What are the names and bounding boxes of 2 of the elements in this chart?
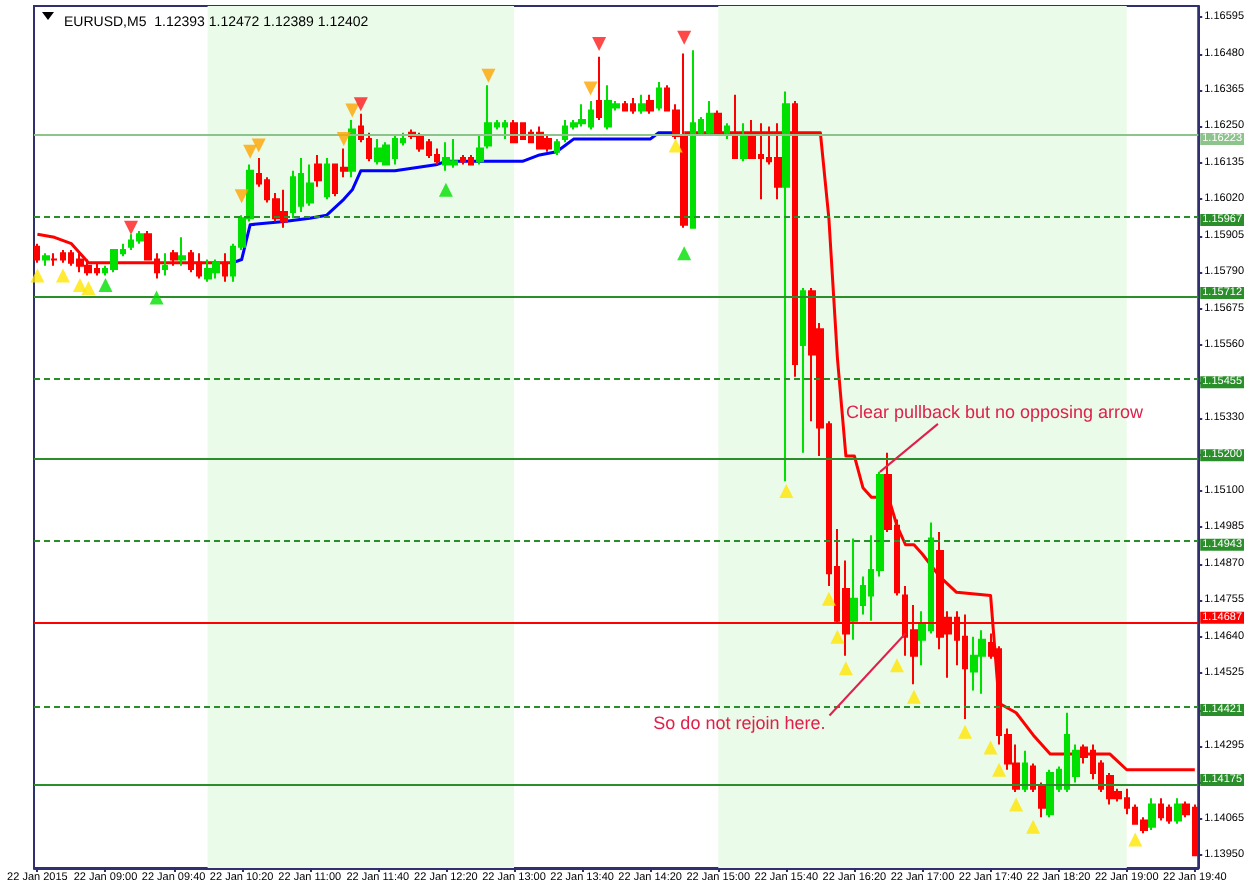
annotation: Clear pullback but no opposing arrow [845, 401, 1145, 422]
annotation: So do not rejoin here. [653, 713, 826, 734]
